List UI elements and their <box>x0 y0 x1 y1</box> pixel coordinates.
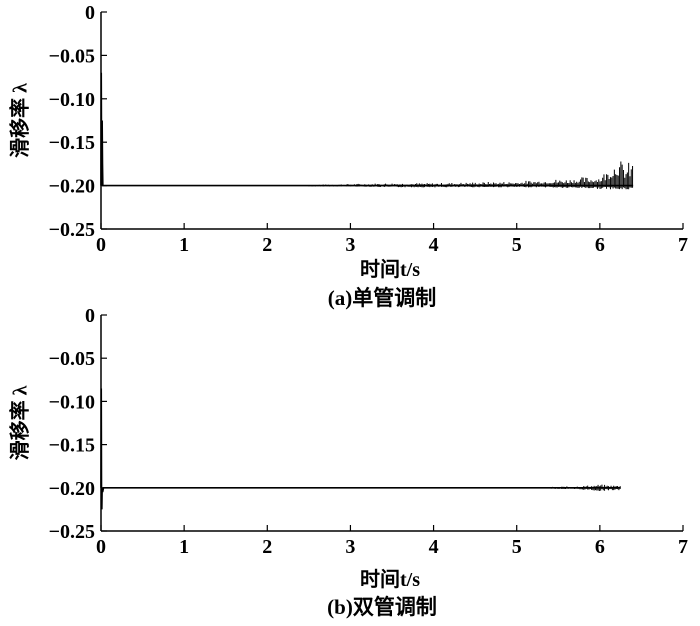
x-tick-label: 1 <box>179 536 189 558</box>
y-tick-label: −0.05 <box>49 348 95 370</box>
series-oscillation <box>308 161 634 190</box>
panel-double-tube: 0−0.05−0.10−0.15−0.20−0.250 1 2 3 4 5 6 7时间t/s滑… <box>8 305 688 619</box>
y-tick-label: −0.20 <box>49 176 95 198</box>
y-tick-label: −0.15 <box>49 132 95 154</box>
x-tick-label: 5 <box>512 234 522 256</box>
x-tick-label: 7 <box>678 234 688 256</box>
y-tick-label: 0 <box>85 305 95 327</box>
y-tick-label: −0.10 <box>49 391 95 413</box>
y-tick-label: −0.25 <box>49 219 95 241</box>
y-axis-title: 滑移率 λ <box>8 83 32 158</box>
x-tick-label: 7 <box>678 536 688 558</box>
x-tick-label: 4 <box>429 536 439 558</box>
y-tick-label: −0.05 <box>49 45 95 67</box>
x-tick-label: 2 <box>262 234 272 256</box>
series-oscillation <box>549 484 621 491</box>
y-tick-label: −0.25 <box>49 521 95 543</box>
x-tick-label: 3 <box>345 234 355 256</box>
y-tick-label: −0.10 <box>49 89 95 111</box>
y-tick-label: −0.20 <box>49 478 95 500</box>
series-line <box>100 72 634 187</box>
x-tick-label: 0 <box>96 234 106 256</box>
x-tick-label: 1 <box>179 234 189 256</box>
panel-single-tube: 0−0.05−0.10−0.15−0.20−0.250 1 2 3 4 5 6 7时间t/s滑… <box>8 2 688 310</box>
x-tick-label: 6 <box>595 234 605 256</box>
x-axis-title: 时间t/s <box>360 568 420 591</box>
panel-caption: (b)双管调制 <box>327 595 437 619</box>
x-tick-label: 5 <box>512 536 522 558</box>
y-tick-label: −0.15 <box>49 435 95 457</box>
panel-caption: (a)单管调制 <box>328 286 437 310</box>
y-axis-title: 滑移率 λ <box>8 385 32 460</box>
x-tick-label: 0 <box>96 536 106 558</box>
x-tick-label: 4 <box>429 234 439 256</box>
series-line <box>100 388 621 510</box>
y-tick-label: 0 <box>85 2 95 24</box>
x-tick-label: 6 <box>595 536 605 558</box>
x-tick-label: 3 <box>345 536 355 558</box>
x-axis-title: 时间t/s <box>360 258 420 281</box>
x-tick-label: 2 <box>262 536 272 558</box>
